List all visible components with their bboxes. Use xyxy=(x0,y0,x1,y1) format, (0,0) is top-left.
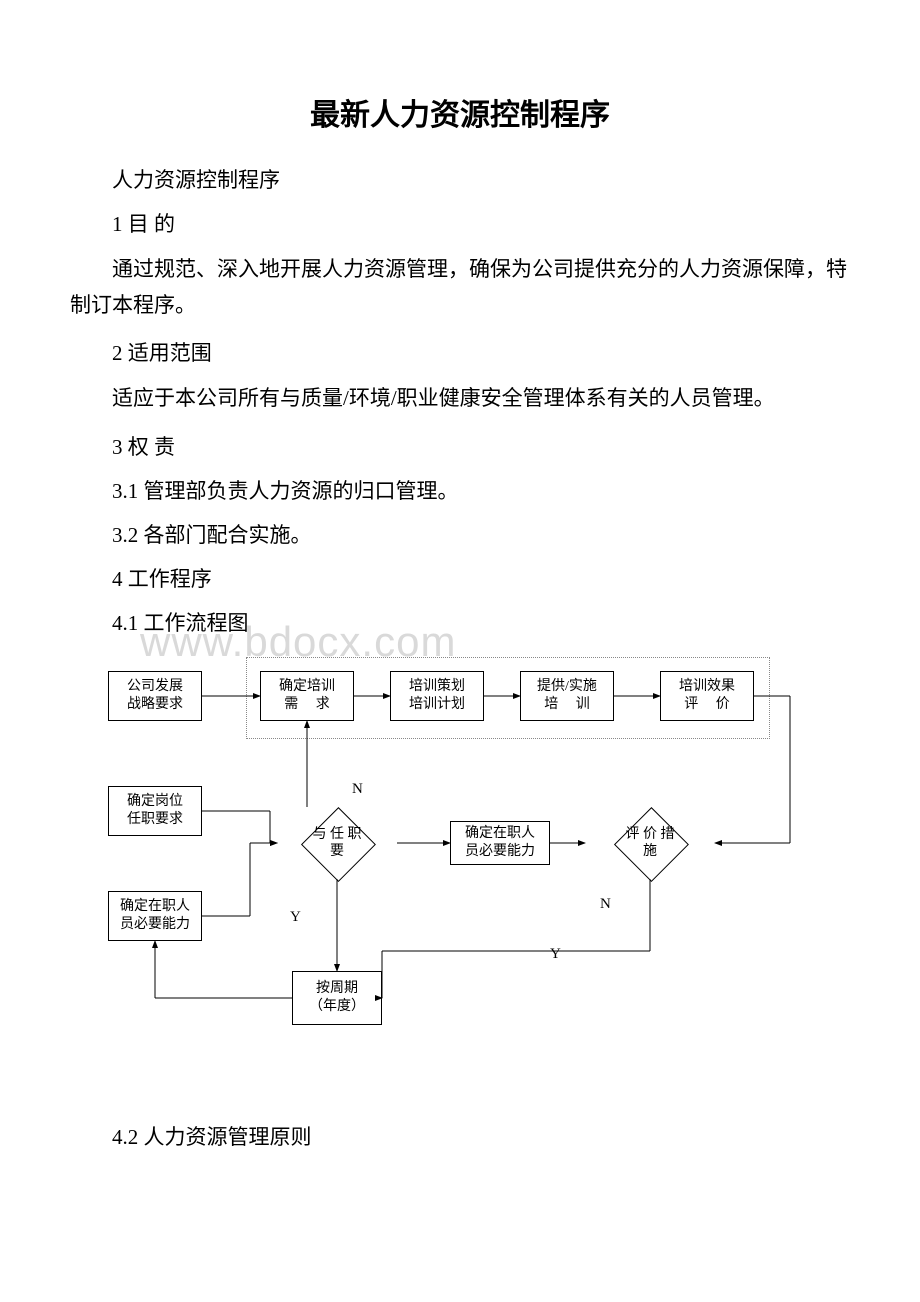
flow-node-strategy: 公司发展战略要求 xyxy=(108,671,202,721)
flow-node-staff-capability-mid: 确定在职人员必要能力 xyxy=(450,821,550,865)
flow-node-staff-capability-left: 确定在职人员必要能力 xyxy=(108,891,202,941)
section-1-body: 通过规范、深入地开展人力资源管理，确保为公司提供充分的人力资源保障，特制订本程序… xyxy=(70,252,850,323)
flow-decision-compare: 与 任 职要 xyxy=(277,807,397,879)
flow-label-y1: Y xyxy=(290,909,301,926)
section-3-head: 3 权 责 xyxy=(70,431,850,461)
flow-node-periodic: 按周期（年度） xyxy=(292,971,382,1025)
section-4-1-head: 4.1 工作流程图 xyxy=(70,607,850,637)
flow-decision-eval: 评 价 措施 xyxy=(585,807,715,879)
flow-label-n2: N xyxy=(600,896,611,913)
section-2-body: 适应于本公司所有与质量/环境/职业健康安全管理体系有关的人员管理。 xyxy=(70,381,850,417)
section-4-2-head: 4.2 人力资源管理原则 xyxy=(70,1121,850,1151)
section-3-1: 3.1 管理部负责人力资源的归口管理。 xyxy=(70,475,850,505)
flow-label-y2: Y xyxy=(550,946,561,963)
flow-label-n1: N xyxy=(352,781,363,798)
section-1-head: 1 目 的 xyxy=(70,208,850,238)
flow-node-position-req: 确定岗位任职要求 xyxy=(108,786,202,836)
flow-node-training-plan: 培训策划培训计划 xyxy=(390,671,484,721)
page-title: 最新人力资源控制程序 xyxy=(70,90,850,134)
flow-node-training-eval: 培训效果评 价 xyxy=(660,671,754,721)
flow-node-training-impl: 提供/实施培 训 xyxy=(520,671,614,721)
section-3-2: 3.2 各部门配合实施。 xyxy=(70,519,850,549)
flow-node-training-need: 确定培训需 求 xyxy=(260,671,354,721)
section-4-head: 4 工作程序 xyxy=(70,563,850,593)
section-2-head: 2 适用范围 xyxy=(70,337,850,367)
subtitle: 人力资源控制程序 xyxy=(70,164,850,194)
flowchart: 公司发展战略要求 确定培训需 求 培训策划培训计划 提供/实施培 训 培训效果评… xyxy=(70,651,850,1091)
